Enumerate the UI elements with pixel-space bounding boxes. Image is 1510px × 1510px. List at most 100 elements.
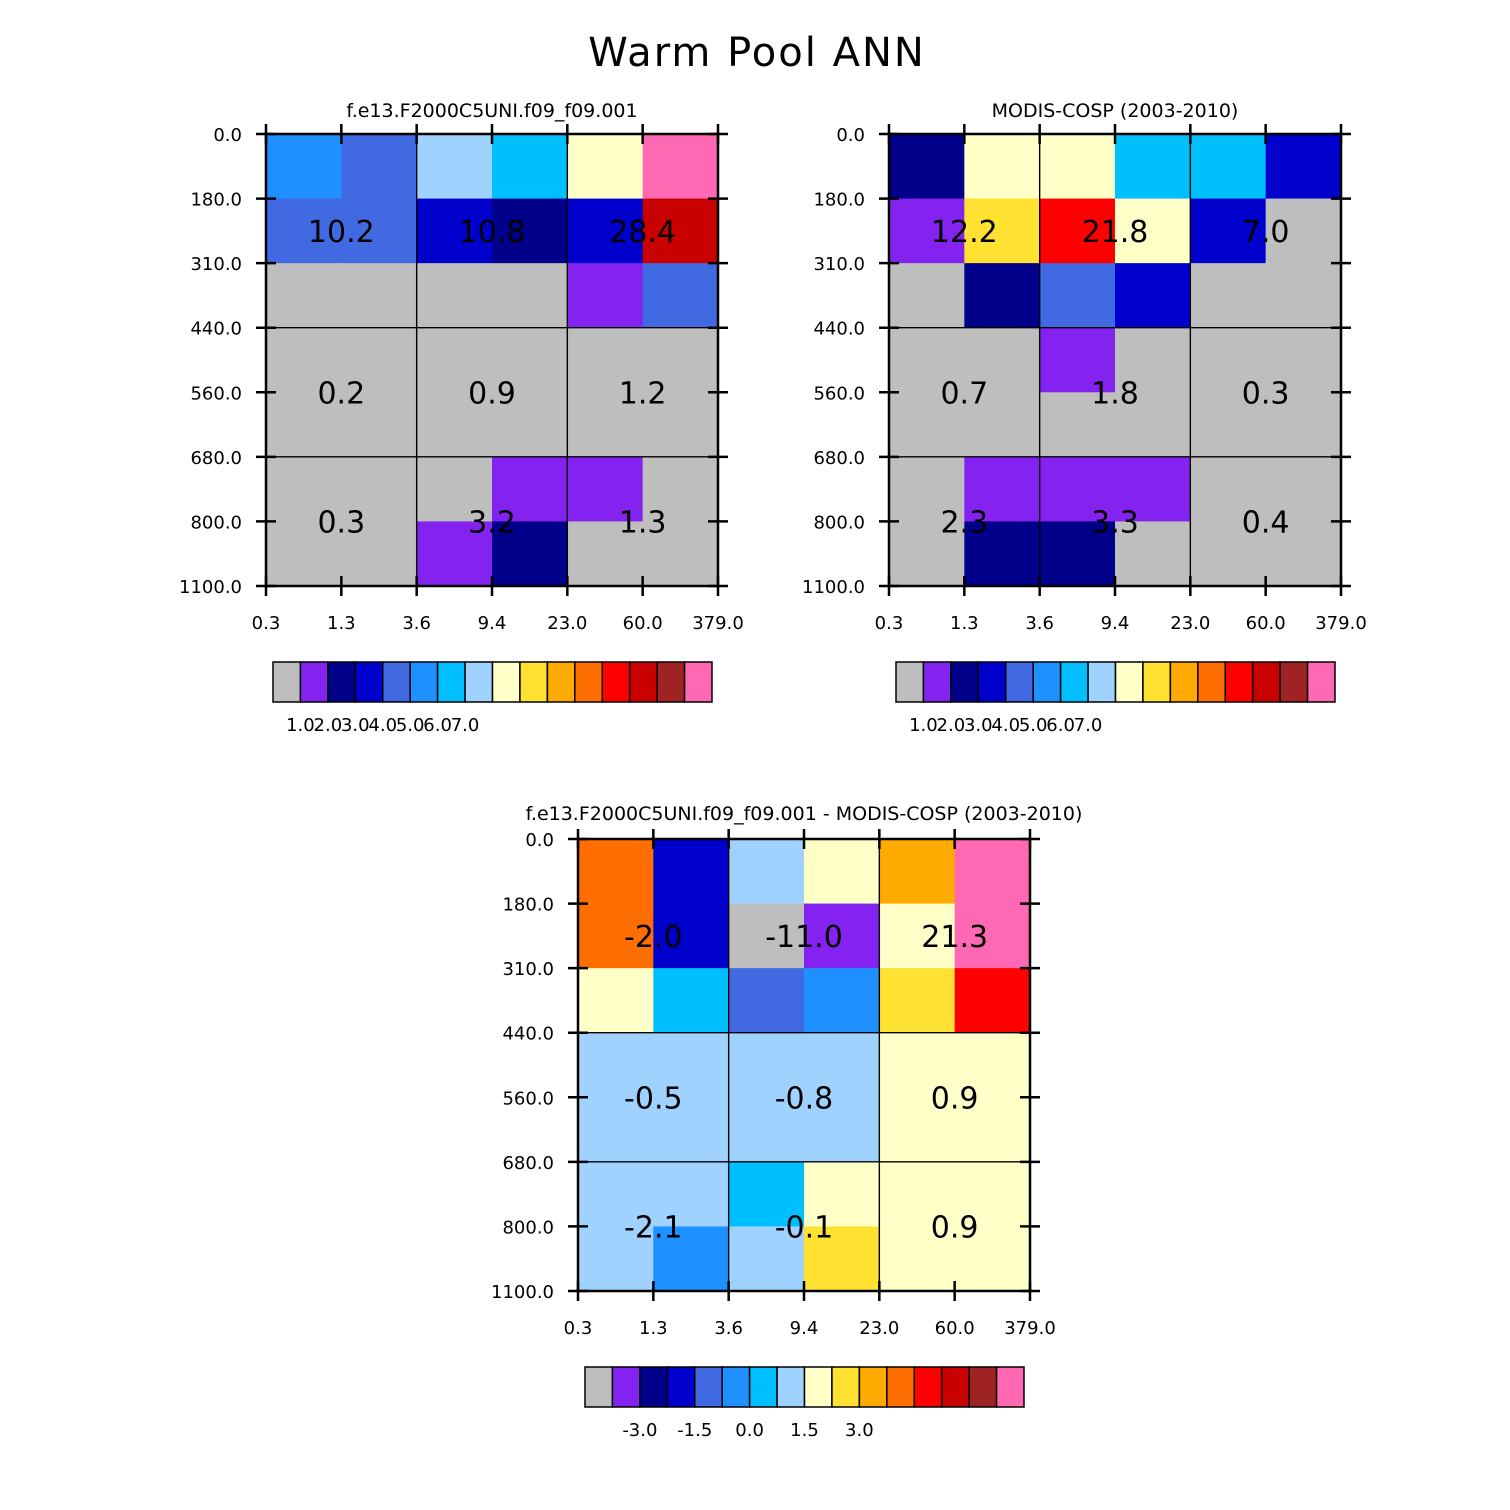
colorbar-box: [748, 1366, 778, 1408]
heatmap-cell: [954, 839, 1031, 905]
colorbar-box: [409, 661, 439, 703]
y-tick-label: 800.0: [502, 1217, 554, 1238]
heatmap-cell: [642, 392, 719, 458]
heatmap-cell: [1265, 392, 1342, 458]
heatmap-cell: [964, 456, 1041, 523]
group-value-label: -2.1: [624, 1210, 683, 1245]
colorbar-box: [519, 661, 549, 703]
group-value-label: 1.2: [619, 376, 667, 411]
heatmap-cell: [964, 263, 1041, 329]
heatmap-cell: [1190, 327, 1267, 393]
y-tick-label: 800.0: [813, 512, 865, 533]
heatmap-cell: [567, 263, 644, 329]
y-tick-label: 1100.0: [491, 1282, 554, 1303]
colorbar-box: [1114, 661, 1144, 703]
heatmap-cell: [653, 1161, 730, 1228]
heatmap-cell: [879, 903, 956, 969]
colorbar-box: [1306, 661, 1336, 703]
heatmap-cell: [416, 134, 493, 200]
heatmap-cell: [492, 521, 568, 587]
heatmap-cell: [341, 134, 418, 200]
y-tick-label: 0.0: [213, 125, 242, 146]
heatmap-cell: [728, 839, 805, 905]
heatmap-cell: [416, 263, 493, 329]
heatmap-cell: [1115, 134, 1191, 200]
heatmap-cell: [492, 327, 568, 393]
colorbar: 1.02.03.04.05.06.07.0: [895, 661, 1336, 736]
group-value-label: -2.0: [624, 920, 683, 955]
colorbar-box: [694, 1366, 723, 1408]
colorbar-box: [803, 1366, 833, 1408]
colorbar-box: [584, 1366, 614, 1408]
heatmap-cell: [266, 134, 342, 200]
heatmap-cell: [567, 456, 644, 523]
group-value-label: 0.9: [468, 376, 516, 411]
heatmap-cell: [653, 839, 730, 905]
heatmap-cell: [954, 1161, 1031, 1228]
panel-3: f.e13.F2000C5UNI.f09_f09.001 - MODIS-COS…: [491, 803, 1082, 1441]
y-tick-label: 680.0: [813, 448, 865, 469]
heatmap-cell: [728, 968, 805, 1034]
colorbar-box: [436, 661, 466, 703]
group-value-label: 3.2: [468, 505, 516, 540]
panel-title: MODIS-COSP (2003-2010): [992, 100, 1239, 122]
heatmap-cell: [964, 392, 1041, 458]
colorbar-label: -1.5: [677, 1420, 712, 1441]
heatmap-cell: [642, 521, 719, 587]
heatmap-cell: [1190, 198, 1267, 264]
panel-1: f.e13.F2000C5UNI.f09_f09.001 10.2 10.8 28.4…: [179, 100, 744, 736]
heatmap-cell: [653, 1032, 730, 1098]
y-tick-label: 180.0: [502, 895, 554, 916]
heatmap-cell: [1265, 456, 1342, 523]
y-tick-label: 680.0: [190, 448, 242, 469]
y-tick-label: 440.0: [502, 1024, 554, 1045]
heatmap-cell: [642, 263, 719, 329]
group-value-label: 12.2: [931, 215, 998, 250]
panel-2: MODIS-COSP (2003-2010) 12.2 21.8 7.0 0.7 1.8 0…: [802, 100, 1367, 736]
colorbar: -3.0 -1.5 0.0 1.5 3.0: [584, 1366, 1025, 1441]
colorbar-box: [1197, 661, 1226, 703]
heatmap-cell: [1115, 263, 1191, 329]
colorbar-box: [968, 1366, 998, 1408]
group-value-label: 0.4: [1242, 505, 1290, 540]
colorbar-box: [913, 1366, 943, 1408]
colorbar-label: 3.0: [845, 1420, 874, 1441]
heatmap-cell: [879, 1161, 956, 1228]
group-value-label: 0.9: [931, 1210, 979, 1245]
heatmap-cell: [578, 1097, 654, 1163]
heatmap-cell: [341, 521, 418, 587]
x-tick-label: 3.6: [714, 1318, 743, 1339]
colorbar-label: 6.0: [1046, 715, 1075, 736]
panel-title: f.e13.F2000C5UNI.f09_f09.001: [346, 100, 637, 122]
heatmap-cell: [416, 392, 493, 458]
colorbar-box: [1279, 661, 1309, 703]
heatmap-cell: [728, 903, 805, 969]
colorbar-label: 3.0: [964, 715, 993, 736]
heatmap-cell: [1265, 198, 1342, 264]
colorbar-box: [491, 661, 521, 703]
heatmap-cell: [1039, 263, 1116, 329]
x-tick-label: 23.0: [859, 1318, 899, 1339]
heatmap-cell: [1115, 392, 1191, 458]
heatmap-cell: [578, 968, 654, 1034]
heatmap-cell: [578, 1226, 654, 1292]
x-tick-label: 0.3: [252, 613, 281, 634]
heatmap-cell: [879, 1097, 956, 1163]
heatmap-cell: [567, 521, 644, 587]
y-tick-label: 180.0: [813, 190, 865, 211]
heatmap-cell: [492, 263, 568, 329]
x-tick-label: 23.0: [1170, 613, 1210, 634]
colorbar-label: 2.0: [937, 715, 966, 736]
heatmap-cell: [954, 1226, 1031, 1292]
colorbar-box: [950, 661, 980, 703]
heatmap-cell: [728, 1097, 805, 1163]
group-value-label: 0.9: [931, 1081, 979, 1116]
group-value-label: 1.3: [619, 505, 667, 540]
group-value-label: -11.0: [765, 920, 843, 955]
x-tick-label: 9.4: [1101, 613, 1130, 634]
colorbar-label: 3.0: [341, 715, 370, 736]
heatmap-cell: [1039, 392, 1116, 458]
heatmap-cell: [964, 521, 1041, 587]
group-value-label: -0.1: [775, 1210, 834, 1245]
heatmap-cell: [804, 903, 880, 969]
